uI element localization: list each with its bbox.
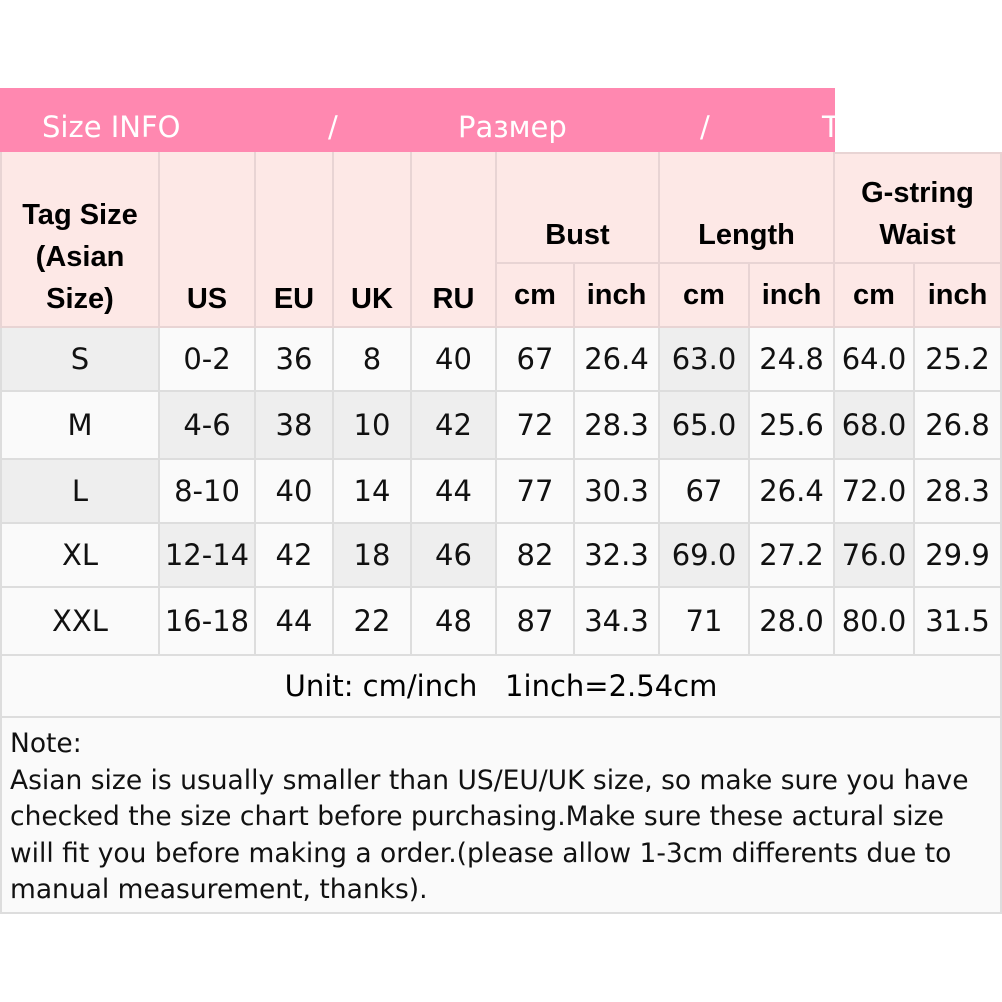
tag-size-cell: XXL	[0, 588, 160, 656]
header-bust: Bust	[497, 152, 660, 264]
table-cell: 27.2	[750, 524, 835, 588]
banner-separator: /	[328, 110, 338, 144]
tag-size-cell: M	[0, 392, 160, 460]
header-length-cm: cm	[660, 264, 750, 328]
table-cell: 4-6	[160, 392, 256, 460]
table-cell: 31.5	[915, 588, 1002, 656]
table-cell: 67	[660, 460, 750, 524]
table-cell: 26.4	[750, 460, 835, 524]
table-cell: 76.0	[835, 524, 915, 588]
table-cell: 65.0	[660, 392, 750, 460]
table-cell: 25.6	[750, 392, 835, 460]
note-box: Note: Asian size is usually smaller than…	[0, 718, 1002, 914]
table-cell: 29.9	[915, 524, 1002, 588]
table-cell: 8-10	[160, 460, 256, 524]
table-cell: 28.3	[915, 460, 1002, 524]
table-cell: 42	[412, 392, 497, 460]
header-length-inch: inch	[750, 264, 835, 328]
table-cell: 64.0	[835, 328, 915, 392]
header-ru: RU	[412, 152, 497, 328]
table-cell: 26.4	[575, 328, 660, 392]
table-cell: 77	[497, 460, 575, 524]
table-cell: 30.3	[575, 460, 660, 524]
table-cell: 82	[497, 524, 575, 588]
table-cell: 67	[497, 328, 575, 392]
table-cell: 14	[334, 460, 412, 524]
banner-separator: /	[700, 110, 710, 144]
tag-size-cell: L	[0, 460, 160, 524]
table-cell: 38	[256, 392, 334, 460]
banner-title-cut: T	[822, 110, 835, 144]
table-cell: 42	[256, 524, 334, 588]
table-cell: 24.8	[750, 328, 835, 392]
table-cell: 46	[412, 524, 497, 588]
header-eu: EU	[256, 152, 334, 328]
table-cell: 68.0	[835, 392, 915, 460]
table-cell: 12-14	[160, 524, 256, 588]
header-tag-size: Tag Size (Asian Size)	[0, 152, 160, 328]
header-length: Length	[660, 152, 835, 264]
table-cell: 44	[412, 460, 497, 524]
header-waist: G-string Waist	[835, 152, 1002, 264]
note-body: Asian size is usually smaller than US/EU…	[10, 764, 969, 906]
note-title: Note:	[10, 728, 82, 759]
table-cell: 0-2	[160, 328, 256, 392]
table-cell: 44	[256, 588, 334, 656]
table-cell: 63.0	[660, 328, 750, 392]
header-uk: UK	[334, 152, 412, 328]
header-bust-inch: inch	[575, 264, 660, 328]
table-cell: 28.3	[575, 392, 660, 460]
table-cell: 26.8	[915, 392, 1002, 460]
tag-size-cell: S	[0, 328, 160, 392]
header-waist-inch: inch	[915, 264, 1002, 328]
table-cell: 8	[334, 328, 412, 392]
table-cell: 22	[334, 588, 412, 656]
header-waist-cm: cm	[835, 264, 915, 328]
table-cell: 18	[334, 524, 412, 588]
table-cell: 25.2	[915, 328, 1002, 392]
table-cell: 80.0	[835, 588, 915, 656]
size-info-banner: Size INFO / Размер / T	[0, 88, 835, 152]
header-us: US	[160, 152, 256, 328]
table-cell: 40	[412, 328, 497, 392]
table-cell: 69.0	[660, 524, 750, 588]
table-cell: 48	[412, 588, 497, 656]
banner-title-ru: Размер	[458, 110, 567, 144]
tag-size-cell: XL	[0, 524, 160, 588]
banner-title-en: Size INFO	[42, 110, 181, 144]
table-cell: 28.0	[750, 588, 835, 656]
table-cell: 40	[256, 460, 334, 524]
table-cell: 71	[660, 588, 750, 656]
table-cell: 32.3	[575, 524, 660, 588]
table-cell: 72	[497, 392, 575, 460]
table-cell: 87	[497, 588, 575, 656]
unit-note: Unit: cm/inch 1inch=2.54cm	[0, 656, 1002, 718]
table-cell: 10	[334, 392, 412, 460]
header-bust-cm: cm	[497, 264, 575, 328]
table-cell: 34.3	[575, 588, 660, 656]
table-cell: 16-18	[160, 588, 256, 656]
table-cell: 72.0	[835, 460, 915, 524]
table-cell: 36	[256, 328, 334, 392]
